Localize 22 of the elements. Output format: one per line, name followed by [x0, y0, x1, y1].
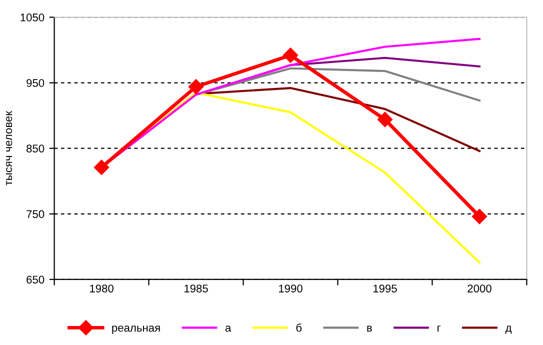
x-tick-label: 1980	[90, 284, 114, 292]
y-tick-label: 1050	[20, 14, 44, 22]
point	[282, 48, 298, 63]
point	[377, 112, 393, 128]
y-tick-label: 750	[26, 210, 44, 218]
y-axis-title: тысяч человек	[6, 110, 12, 186]
y-tick-label: 650	[26, 276, 44, 284]
y-tick-label: 950	[26, 79, 44, 87]
legend-label: в	[367, 326, 372, 332]
point	[188, 79, 204, 94]
y-tick-label: 850	[26, 144, 44, 152]
legend-label: б	[296, 323, 302, 332]
x-tick-label: 1985	[184, 284, 208, 292]
legend-label: г	[438, 326, 441, 332]
x-tick-label: 1995	[373, 284, 397, 292]
legend-label: а	[226, 326, 232, 332]
point	[472, 208, 488, 224]
legend-label: реальная	[112, 326, 160, 334]
x-tick-label: 1990	[278, 284, 302, 292]
point	[94, 160, 110, 175]
x-tick-label: 2000	[468, 284, 492, 292]
legend-label: д	[505, 326, 512, 334]
